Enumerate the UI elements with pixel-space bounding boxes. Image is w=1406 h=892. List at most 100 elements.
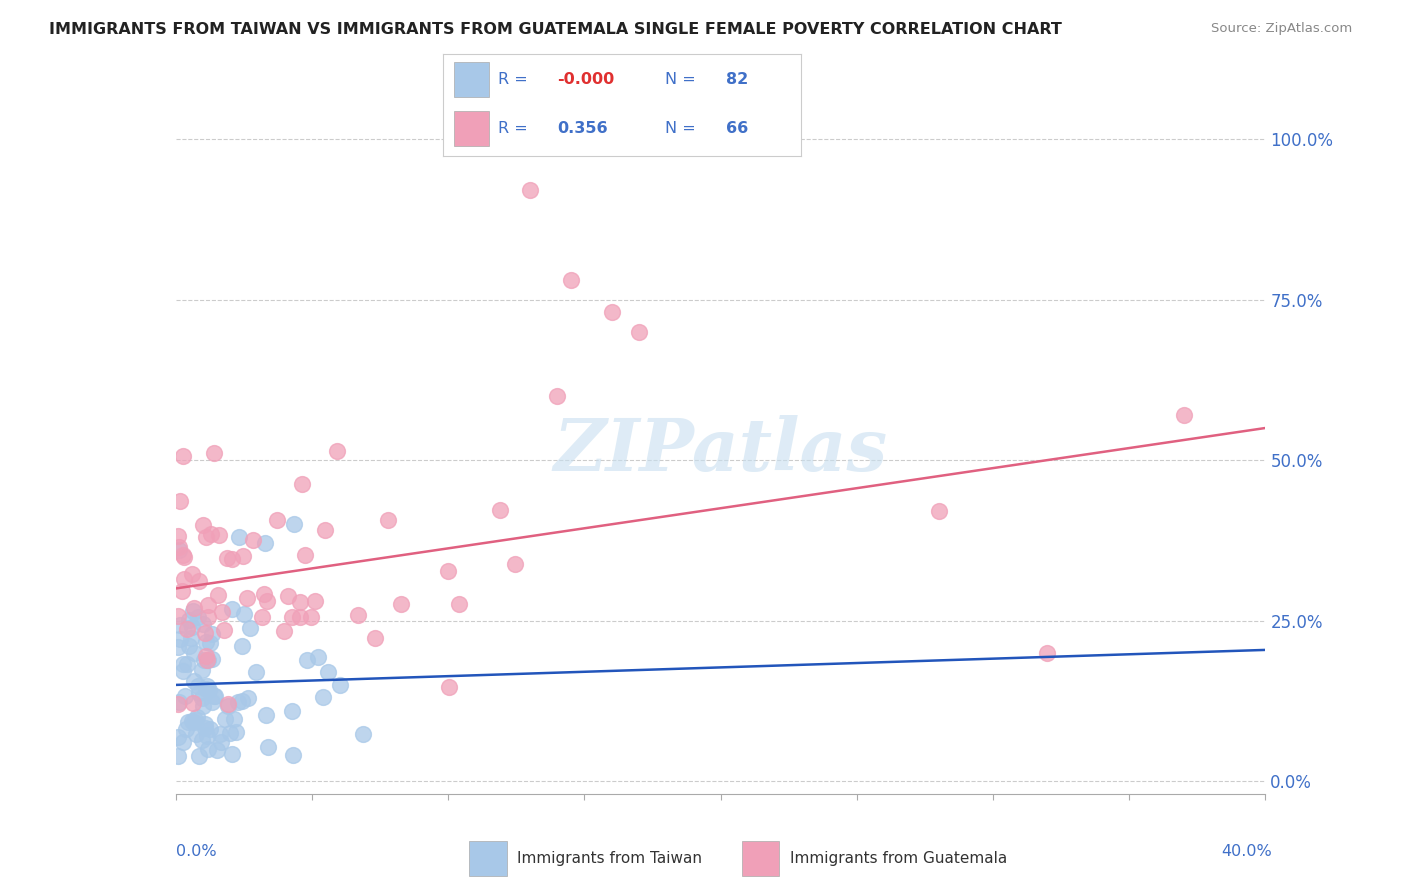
Point: [307, 649, 329, 664]
Point: [194, 721, 217, 735]
Text: Source: ZipAtlas.com: Source: ZipAtlas.com: [1212, 22, 1353, 36]
Point: [181, 604, 204, 618]
Point: [172, 657, 194, 671]
Point: [167, 609, 190, 624]
Point: [231, 639, 253, 653]
Point: [198, 636, 221, 650]
Point: [195, 730, 218, 744]
Point: [201, 696, 224, 710]
Point: [288, 595, 311, 609]
Point: [201, 652, 224, 666]
Point: [314, 524, 336, 538]
Point: [191, 732, 214, 747]
Point: [207, 742, 229, 756]
Text: N =: N =: [665, 71, 696, 87]
Point: [209, 734, 232, 748]
Point: [283, 517, 305, 532]
Point: [197, 599, 219, 613]
Point: [195, 531, 218, 545]
Point: [174, 722, 197, 736]
Point: [202, 446, 225, 460]
Text: IMMIGRANTS FROM TAIWAN VS IMMIGRANTS FROM GUATEMALA SINGLE FEMALE POVERTY CORREL: IMMIGRANTS FROM TAIWAN VS IMMIGRANTS FRO…: [49, 22, 1062, 37]
Point: [231, 694, 253, 708]
Point: [257, 740, 280, 755]
Point: [167, 730, 190, 744]
Point: [176, 657, 198, 672]
Point: [214, 712, 236, 726]
Point: [200, 527, 222, 541]
Point: [389, 597, 412, 611]
Point: [217, 699, 239, 714]
Point: [172, 548, 194, 562]
Text: 0.0%: 0.0%: [176, 845, 217, 859]
Point: [191, 518, 214, 533]
Point: [219, 726, 242, 740]
Point: [352, 726, 374, 740]
Point: [546, 389, 568, 403]
Text: Immigrants from Taiwan: Immigrants from Taiwan: [517, 851, 703, 866]
Point: [181, 714, 204, 728]
Point: [304, 594, 326, 608]
Point: [1036, 646, 1059, 660]
Point: [181, 696, 204, 710]
Bar: [742, 841, 779, 876]
Point: [295, 653, 318, 667]
Point: [207, 588, 229, 602]
Point: [169, 540, 191, 554]
Point: [195, 653, 218, 667]
Point: [231, 549, 253, 563]
Point: [187, 679, 209, 693]
Point: [232, 607, 254, 622]
Point: [180, 631, 202, 645]
Point: [201, 627, 224, 641]
Point: [225, 725, 247, 739]
Point: [326, 444, 349, 458]
Point: [294, 549, 316, 563]
Point: [183, 646, 205, 660]
Point: [186, 727, 208, 741]
Point: [169, 543, 191, 558]
Point: [236, 591, 259, 605]
Point: [212, 623, 235, 637]
Point: [167, 695, 190, 709]
Point: [202, 689, 225, 703]
Point: [187, 610, 209, 624]
Text: 40.0%: 40.0%: [1222, 845, 1272, 859]
Point: [252, 610, 274, 624]
Point: [281, 704, 304, 718]
Point: [239, 621, 262, 635]
Text: Immigrants from Guatemala: Immigrants from Guatemala: [790, 851, 1007, 866]
Point: [215, 550, 238, 565]
Text: N =: N =: [665, 121, 696, 136]
Point: [288, 610, 311, 624]
Point: [195, 634, 218, 648]
Point: [187, 574, 209, 589]
Text: R =: R =: [499, 71, 529, 87]
Point: [197, 742, 219, 756]
Text: ZIPatlas: ZIPatlas: [554, 415, 887, 486]
Point: [329, 678, 352, 692]
Point: [204, 689, 226, 703]
Point: [169, 632, 191, 646]
Point: [194, 626, 217, 640]
Point: [167, 697, 190, 711]
Point: [172, 664, 194, 678]
Point: [281, 610, 304, 624]
Point: [256, 594, 278, 608]
Point: [184, 713, 207, 727]
Point: [172, 734, 194, 748]
Point: [197, 653, 219, 667]
Point: [364, 631, 387, 645]
Point: [173, 690, 195, 704]
Point: [318, 665, 340, 679]
Point: [377, 513, 399, 527]
Point: [489, 502, 512, 516]
Point: [167, 640, 190, 655]
Point: [291, 476, 314, 491]
Point: [519, 184, 541, 198]
Text: 82: 82: [725, 71, 748, 87]
Text: 66: 66: [725, 121, 748, 136]
Bar: [454, 62, 489, 96]
Point: [191, 699, 214, 714]
Point: [172, 584, 194, 599]
